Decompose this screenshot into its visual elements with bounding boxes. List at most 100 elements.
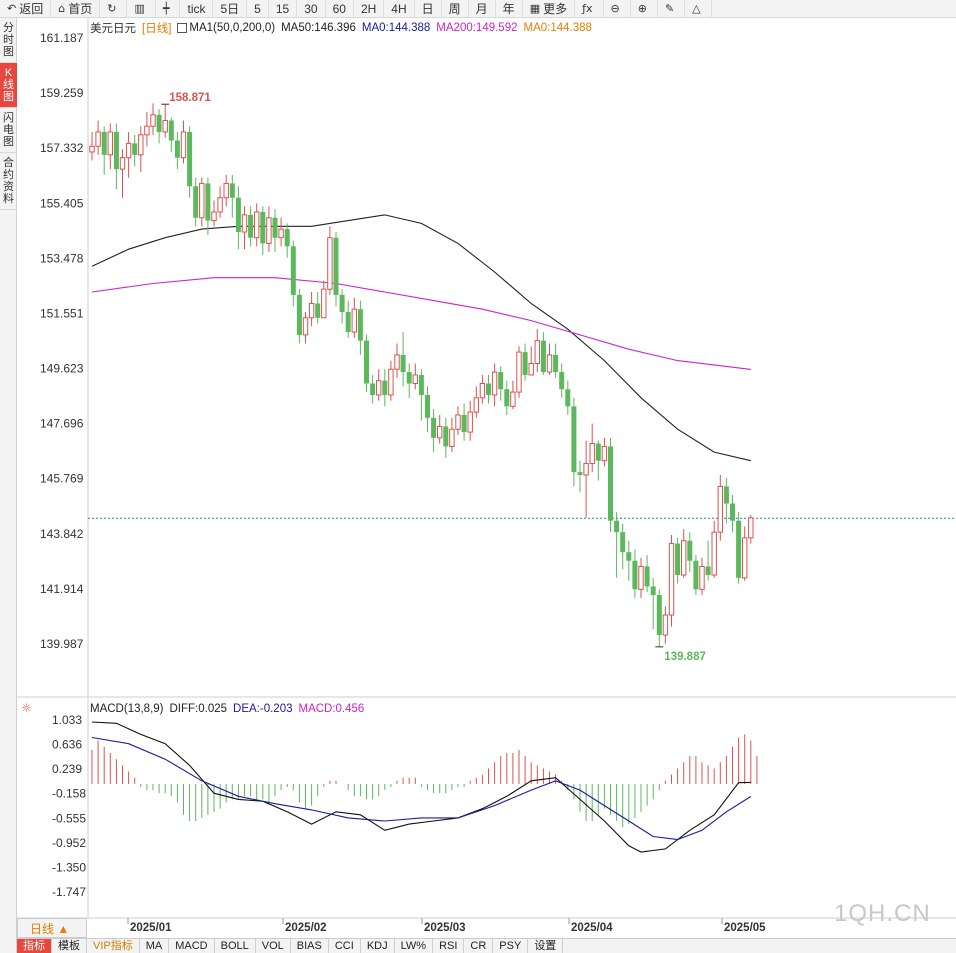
home-icon: ⌂ [58,2,66,15]
candle-body-down [693,560,699,590]
toolbar-label: 5 [254,1,261,16]
grid-button[interactable]: ▦ 更多 [523,0,576,17]
ma-indicator-label[interactable]: MA1(50,0,200,0) [177,22,275,34]
toolbar-label: 5日 [220,2,240,16]
candle-body-up [516,351,522,393]
indicator-tab-13[interactable]: PSY [493,939,529,953]
toolbar-button-11[interactable]: 2H [354,0,385,17]
candle-body-up [394,354,400,370]
home-button[interactable]: ⌂ 首页 [51,0,101,17]
left-tab-3[interactable]: 合约资料 [0,153,17,210]
indicator-tab-4[interactable]: MACD [169,939,215,953]
candle-body-down [540,340,546,373]
candle-body-up [95,131,101,147]
ma200-line [91,277,751,370]
refresh-button[interactable]: ↻ [100,0,128,17]
left-tab-1[interactable]: K线图 [0,63,17,108]
toolbar-button-9[interactable]: 30 [297,0,326,17]
left-tab-2[interactable]: 闪电图 [0,108,17,153]
formula-icon: ƒx [582,2,593,15]
toolbar-button-16[interactable]: 年 [496,0,523,17]
pen-button[interactable]: ✎ [658,0,686,17]
indicator-tab-3[interactable]: MA [140,939,170,953]
candle-body-down [113,131,119,170]
candle-body-up [717,485,723,533]
formula-button[interactable]: ƒx [575,0,604,17]
indicator-tab-2[interactable]: VIP指标 [87,939,140,953]
left-tab-0[interactable]: 分时图 [0,18,17,63]
candle-body-up [376,380,382,396]
date-label: 2025/03 [424,922,466,934]
macd-indicator-label[interactable]: MACD(13,8,9) [90,703,164,715]
price-legend: 美元日元 [日线] MA1(50,0,200,0) MA50:146.396 M… [90,20,592,36]
macd-axis-label: -1.350 [52,860,86,874]
macd-settings-icon[interactable]: ☼ [21,701,32,715]
chart-bars-button[interactable]: ▥ [127,0,156,17]
zoom-out-button[interactable]: ⊖ [604,0,631,17]
triangle-button[interactable]: △ [685,0,712,17]
candle-body-down [156,114,162,132]
candle-body-up [321,288,327,319]
candle-body-up [668,543,675,616]
candle-body-down [235,197,241,233]
ma200-value: MA200:149.592 [436,22,518,34]
candlestick-button[interactable]: ┿ [156,0,181,17]
ma50-value: MA50:146.396 [281,22,356,34]
indicator-tab-11[interactable]: RSI [433,939,465,953]
period-label[interactable]: [日线] [142,23,172,35]
candle-body-down [290,246,296,295]
macd-axis-label: -0.555 [52,811,86,825]
back-arrow-button[interactable]: ↶ 返回 [0,0,52,17]
indicator-tab-14[interactable]: 设置 [528,939,564,953]
toolbar-button-10[interactable]: 60 [326,0,354,17]
toolbar-button-5[interactable]: tick [180,0,214,17]
toolbar-button-13[interactable]: 日 [415,0,442,17]
indicator-tab-0[interactable]: 指标 [17,939,52,953]
indicator-tab-6[interactable]: VOL [256,939,291,953]
candle-body-down [296,294,302,335]
candle-body-down [364,340,369,384]
candle-body-down [608,446,613,521]
price-axis-label: 153.478 [40,251,84,265]
indicator-tab-12[interactable]: CR [464,939,494,953]
indicator-tab-9[interactable]: KDJ [361,939,395,953]
zoom-in-button[interactable]: ⊕ [631,0,658,17]
candle-body-down [595,443,601,461]
settings-box-icon [177,22,188,33]
indicator-tab-1[interactable]: 模板 [52,939,87,953]
ma50-line [91,214,751,462]
candle-body-down [333,237,339,295]
toolbar-label: tick [187,1,206,16]
toolbar-button-8[interactable]: 15 [269,0,298,17]
candle-body-up [528,362,534,376]
back-arrow-icon: ↶ [7,2,17,15]
toolbar-button-6[interactable]: 5日 [213,0,248,17]
indicator-tab-10[interactable]: LW% [395,939,434,953]
toolbar-label: 月 [475,2,488,16]
candle-body-up [473,397,480,413]
price-axis-label: 149.623 [40,362,84,376]
candle-body-down [370,383,376,395]
indicator-tab-5[interactable]: BOLL [215,939,256,953]
toolbar-button-7[interactable]: 5 [247,0,269,17]
indicator-tab-7[interactable]: BIAS [291,939,329,953]
diff-line [91,721,751,853]
candle-body-down [193,186,199,218]
candle-body-down [382,380,388,395]
candle-body-down [736,520,742,578]
price-axis-label: 161.187 [40,31,84,45]
toolbar-button-12[interactable]: 4H [384,0,415,17]
toolbar-button-15[interactable]: 月 [469,0,496,17]
candle-body-up [479,383,486,399]
candle-body-down [406,372,412,384]
candle-body-up [601,445,608,462]
candle-body-up [119,157,126,170]
period-dropdown[interactable]: 日线 ▲ [17,918,87,938]
toolbar-button-14[interactable]: 周 [442,0,469,17]
candle-body-up [162,120,168,133]
candle-body-up [711,531,717,576]
candle-body-down [339,294,345,313]
indicator-tab-8[interactable]: CCI [329,939,361,953]
price-axis-label: 143.842 [40,527,84,541]
